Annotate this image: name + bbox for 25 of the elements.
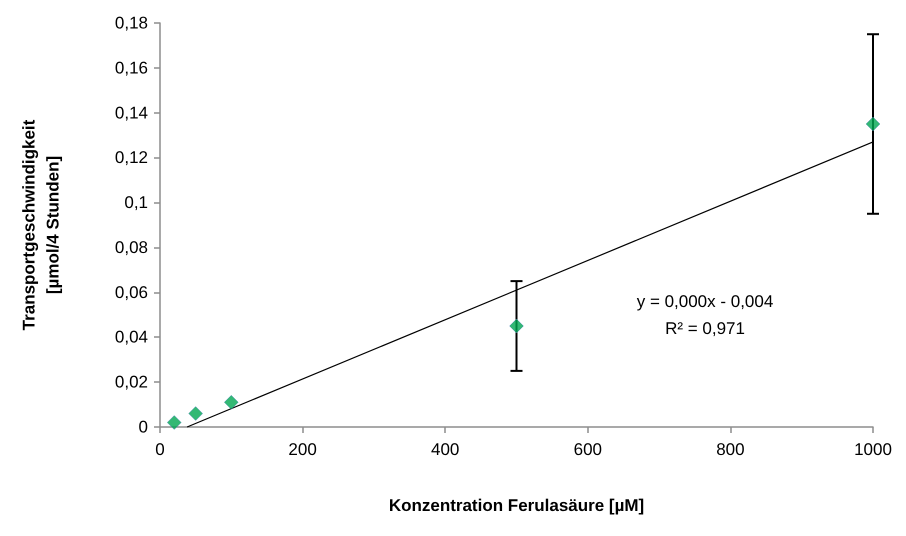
y-tick-label: 0,06 [114, 282, 148, 302]
y-tick-label: 0,18 [114, 14, 148, 32]
y-tick-label: 0 [138, 418, 148, 436]
x-tick-label: 0 [155, 440, 165, 459]
annotation: R² = 0,971 [665, 319, 745, 338]
y-tick-label: 0,14 [114, 103, 148, 122]
x-axis-title: Konzentration Ferulasäure [µM] [388, 496, 644, 515]
x-tick-label: 200 [288, 440, 317, 459]
y-axis-title: Transportgeschwindigkeit [µmol/4 Stunden] [20, 119, 62, 330]
y-tick-label: 0,02 [114, 372, 148, 392]
annotation: y = 0,000x - 0,004 [636, 292, 774, 311]
y-tick-label: 0,04 [114, 328, 148, 347]
y-tick-label: 0,12 [114, 148, 148, 168]
point [509, 318, 524, 334]
point [167, 415, 182, 430]
point [188, 406, 203, 421]
x-tick-label: 1000 [854, 440, 892, 459]
y-tick-label: 0,08 [114, 238, 148, 257]
x-tick-label: 400 [431, 440, 460, 459]
x-tick-label: 800 [716, 440, 745, 459]
point [866, 116, 880, 132]
x-tick-label: 600 [574, 440, 602, 459]
y-tick-label: 0,1 [124, 193, 148, 212]
point [224, 395, 239, 410]
y-tick-label: 0,16 [114, 58, 148, 78]
